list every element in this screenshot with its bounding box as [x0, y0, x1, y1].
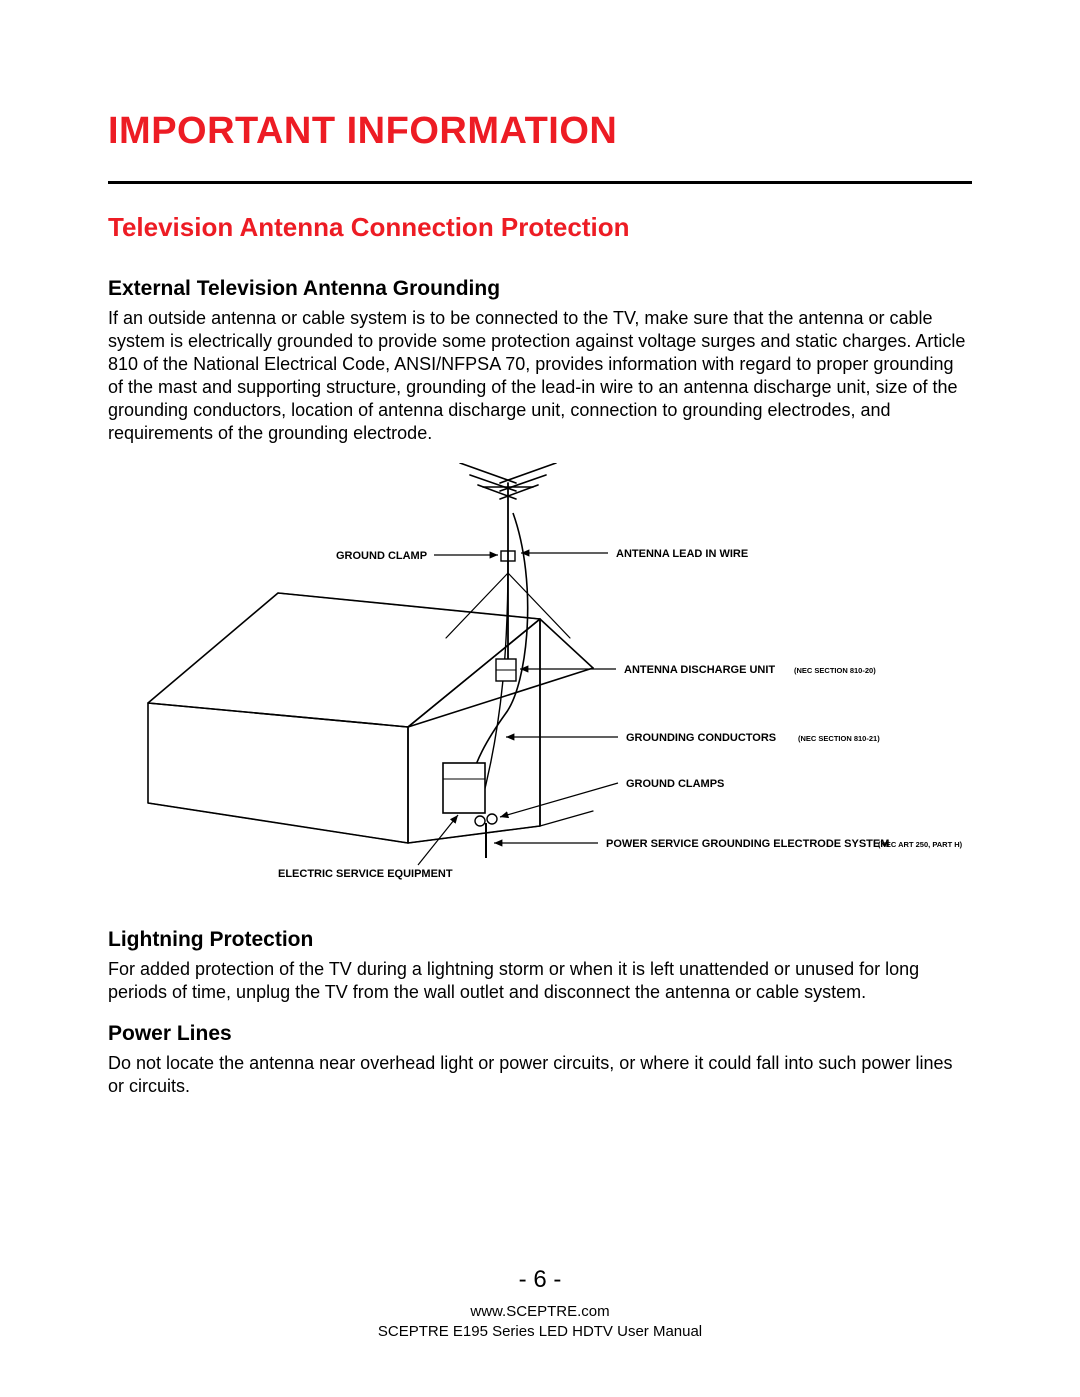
page-footer: - 6 - www.SCEPTRE.com SCEPTRE E195 Serie…: [0, 1266, 1080, 1341]
antenna-grounding-diagram: GROUND CLAMP ANTENNA LEAD IN WIRE ANTENN…: [108, 463, 972, 888]
section-title: Television Antenna Connection Protection: [108, 212, 972, 243]
heading-lightning-protection: Lightning Protection: [108, 928, 972, 952]
footer-url: www.SCEPTRE.com: [0, 1302, 1080, 1322]
body-lightning-protection: For added protection of the TV during a …: [108, 958, 972, 1004]
heading-external-grounding: External Television Antenna Grounding: [108, 277, 972, 301]
label-ground-clamps: GROUND CLAMPS: [626, 778, 724, 790]
label-grounding-conductors-sub: (NEC SECTION 810-21): [798, 734, 880, 743]
heading-power-lines: Power Lines: [108, 1022, 972, 1046]
label-power-electrode: POWER SERVICE GROUNDING ELECTRODE SYSTEM: [606, 838, 889, 850]
divider-rule: [108, 181, 972, 184]
page-number: - 6 -: [0, 1266, 1080, 1294]
body-external-grounding: If an outside antenna or cable system is…: [108, 307, 972, 445]
body-power-lines: Do not locate the antenna near overhead …: [108, 1052, 972, 1098]
label-power-electrode-sub: (NEC ART 250, PART H): [878, 840, 963, 849]
main-title: IMPORTANT INFORMATION: [108, 110, 972, 153]
label-grounding-conductors: GROUNDING CONDUCTORS: [626, 732, 776, 744]
label-discharge-unit-sub: (NEC SECTION 810-20): [794, 666, 876, 675]
label-electric-service: ELECTRIC SERVICE EQUIPMENT: [278, 868, 453, 880]
label-antenna-lead-in: ANTENNA LEAD IN WIRE: [616, 548, 748, 560]
label-discharge-unit: ANTENNA DISCHARGE UNIT: [624, 664, 775, 676]
label-ground-clamp-top: GROUND CLAMP: [336, 550, 427, 562]
footer-manual: SCEPTRE E195 Series LED HDTV User Manual: [0, 1322, 1080, 1342]
